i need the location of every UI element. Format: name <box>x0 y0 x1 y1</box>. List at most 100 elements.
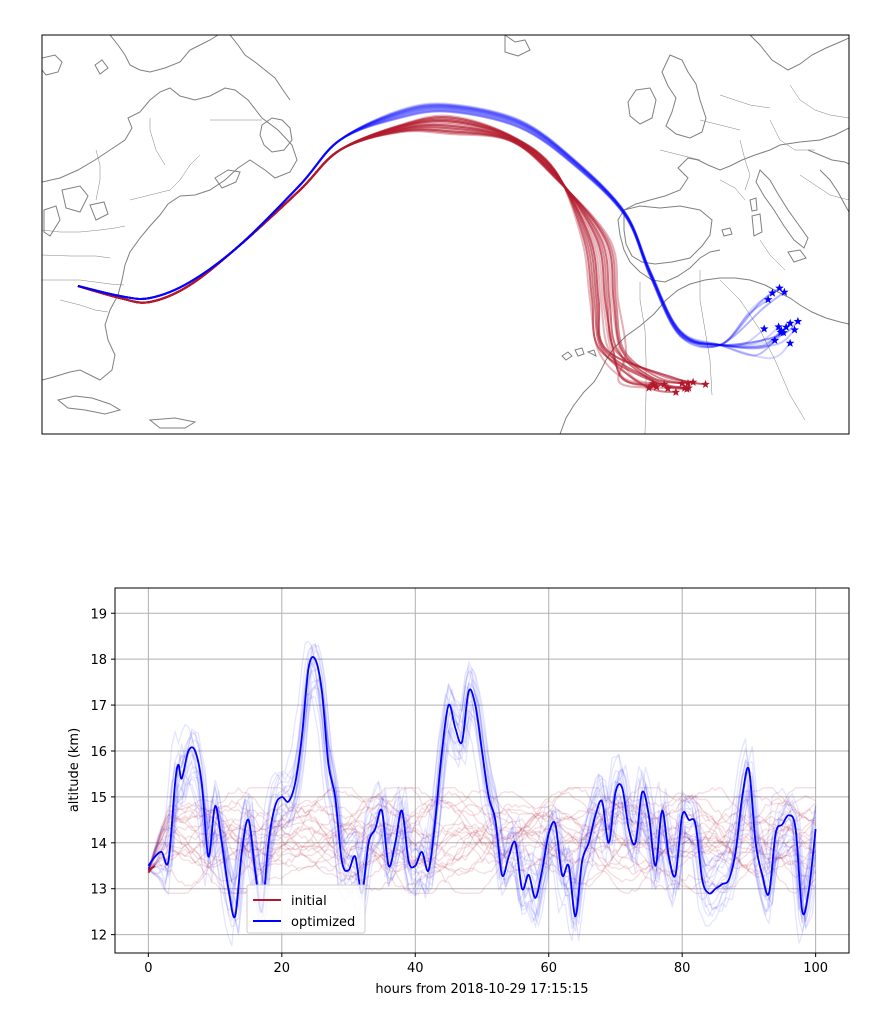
plot-frame <box>114 587 850 954</box>
optimized-ensemble-line <box>147 681 817 933</box>
optimized-ensemble-line <box>148 664 817 924</box>
optimized-end-star <box>774 322 783 331</box>
optimized-ensemble-line <box>148 670 817 922</box>
optimized-ensemble-lines <box>147 640 817 947</box>
border-segment <box>739 139 751 191</box>
optimized-ensemble-line <box>147 656 817 917</box>
x-tick-label: 40 <box>407 961 424 976</box>
initial-ensemble-line <box>147 803 816 888</box>
coastline-segment <box>623 205 713 265</box>
initial-ensemble-line <box>147 793 817 871</box>
x-tick-label: 80 <box>674 961 691 976</box>
coastline-segment <box>43 205 61 237</box>
optimized-series-line <box>147 656 817 919</box>
border-segment <box>719 94 771 109</box>
optimized-end-star <box>770 335 780 344</box>
optimized-trajectories <box>77 102 799 360</box>
border-segment <box>799 174 849 201</box>
optimized-ensemble-line <box>147 658 817 932</box>
coastline-segment <box>61 185 89 213</box>
border-segment <box>699 270 713 396</box>
y-tick-label: 18 <box>90 653 107 668</box>
optimized-ensemble-line <box>147 640 817 947</box>
optimized-ensemble-line <box>147 667 817 927</box>
initial-ensemble-line <box>147 790 816 871</box>
initial-ensemble-line <box>147 822 816 889</box>
y-tick-label: 19 <box>90 607 107 622</box>
border-segment <box>42 254 111 259</box>
initial-end-star <box>649 380 658 389</box>
initial-ensemble-line <box>147 787 816 871</box>
y-tick-label: 12 <box>90 929 107 944</box>
coastline-segment <box>561 351 573 361</box>
optimized-trajectory <box>77 102 791 360</box>
map-content <box>42 35 849 434</box>
initial-end-star <box>701 379 710 388</box>
initial-end-star <box>663 384 673 393</box>
coastline-segment <box>559 277 849 434</box>
optimized-ensemble-line <box>147 649 817 919</box>
optimized-trajectory <box>77 103 769 347</box>
initial-ensemble-line <box>147 815 817 879</box>
initial-trajectory <box>77 130 650 389</box>
y-tick-label: 17 <box>90 699 107 714</box>
map-frame <box>41 34 850 435</box>
y-axis-label: altitude (km) <box>67 728 82 812</box>
initial-ensemble-line <box>147 799 817 879</box>
border-segment <box>719 279 806 421</box>
optimized-trajectory <box>77 105 780 347</box>
y-tick-label: 13 <box>90 883 107 898</box>
optimized-end-star <box>775 283 784 292</box>
optimized-trajectory <box>77 107 782 350</box>
coastline-segment <box>787 249 807 263</box>
border-segment <box>789 84 849 119</box>
initial-ensemble-line <box>147 786 816 872</box>
optimized-ensemble-line <box>147 679 817 928</box>
optimized-trajectory <box>77 105 781 348</box>
trajectory-map <box>41 34 850 435</box>
optimized-trajectory <box>77 110 785 349</box>
optimized-end-star <box>790 325 799 334</box>
initial-ensemble-line <box>147 821 816 883</box>
coastline-segment <box>574 347 585 357</box>
initial-trajectory <box>77 129 689 385</box>
initial-ensemble-line <box>147 787 816 871</box>
border-segment <box>659 149 701 161</box>
x-tick-label: 20 <box>274 961 291 976</box>
optimized-ensemble-line <box>147 659 817 929</box>
x-tick-label: 60 <box>540 961 557 976</box>
coastline-segment <box>42 87 298 381</box>
legend: initial optimized <box>246 884 366 934</box>
border-segment <box>769 119 815 151</box>
initial-ensemble-line <box>147 802 817 871</box>
optimized-end-star <box>785 318 795 327</box>
border-segment <box>42 225 126 233</box>
y-axis-ticks: 12 13 14 15 16 17 18 19 <box>90 607 115 944</box>
y-tick-label: 14 <box>90 837 107 852</box>
initial-end-star <box>682 384 692 393</box>
optimized-ensemble-line <box>148 644 817 936</box>
optimized-ensemble-line <box>148 645 816 925</box>
coastline-segment <box>586 349 597 357</box>
coastline-segment <box>749 197 758 212</box>
initial-ensemble-line <box>147 787 816 871</box>
coastline-segment <box>109 35 219 73</box>
initial-trajectories <box>77 114 706 394</box>
optimized-end-markers <box>759 283 803 347</box>
optimized-end-star <box>768 288 777 297</box>
coastline-segment <box>504 35 531 57</box>
border-segment <box>699 119 741 131</box>
x-axis-label: hours from 2018-10-29 17:15:15 <box>375 982 588 997</box>
optimized-ensemble-line <box>147 692 817 944</box>
coastline-segment <box>229 35 291 101</box>
optimized-trajectory <box>77 110 785 350</box>
optimized-trajectory <box>77 109 774 348</box>
initial-trajectory <box>77 117 677 394</box>
optimized-ensemble-line <box>147 662 817 926</box>
optimized-ensemble-line <box>147 667 817 941</box>
coastline-segment <box>42 369 101 381</box>
initial-end-star <box>688 377 698 386</box>
coastline-segment <box>627 87 657 125</box>
optimized-ensemble-line <box>148 643 817 923</box>
coastline-segment <box>819 169 849 213</box>
